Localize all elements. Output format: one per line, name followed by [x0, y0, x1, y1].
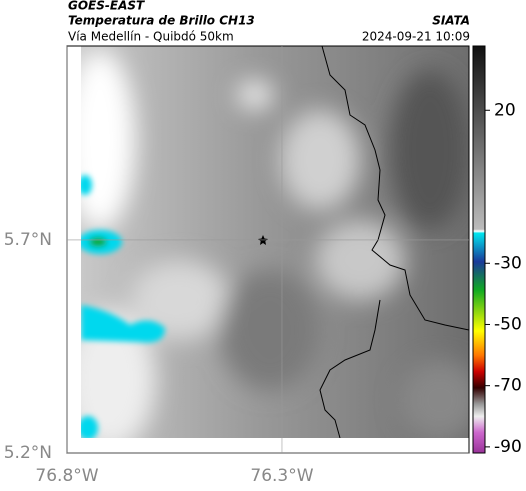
subtitle: Vía Medellín - Quibdó 50km — [68, 30, 234, 44]
y-tick-label: 5.2°N — [4, 443, 52, 463]
x-tick-label: 76.3°W — [250, 466, 313, 486]
y-tick-label: 5.7°N — [4, 230, 52, 250]
satellite: GOES-EAST — [68, 0, 145, 13]
colorbar-tick-label: -30 — [494, 253, 522, 273]
satellite-image — [81, 46, 469, 438]
colorbar-tick-label: -90 — [494, 437, 522, 457]
colorbar-tick-label: -70 — [494, 376, 522, 396]
source: SIATA — [432, 14, 470, 28]
colorbar — [472, 45, 486, 454]
colorbar-tick-label: 20 — [494, 100, 516, 120]
title: Temperatura de Brillo CH13 — [68, 14, 255, 28]
x-tick-label: 76.8°W — [35, 466, 98, 486]
colorbar-tick-label: -50 — [494, 314, 522, 334]
datetime: 2024-09-21 10:09 — [362, 30, 470, 44]
